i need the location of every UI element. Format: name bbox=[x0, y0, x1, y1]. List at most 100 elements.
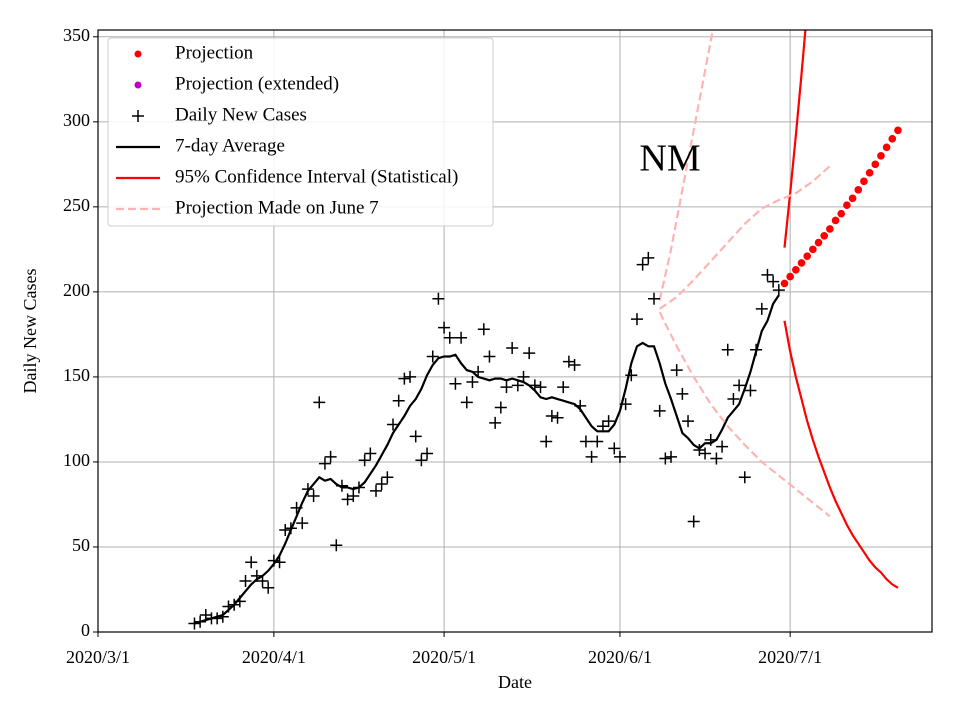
dot-marker bbox=[843, 201, 851, 209]
x-tick-label: 2020/3/1 bbox=[66, 647, 130, 667]
plus-marker bbox=[534, 381, 547, 394]
plus-marker bbox=[245, 556, 258, 569]
plus-marker bbox=[370, 484, 382, 497]
annotation: NM bbox=[639, 138, 700, 180]
plus-marker bbox=[290, 501, 303, 514]
plus-marker bbox=[358, 454, 371, 467]
plus-marker bbox=[506, 342, 519, 355]
plus-marker bbox=[404, 370, 417, 383]
plus-marker bbox=[432, 292, 445, 305]
plus-marker bbox=[772, 284, 785, 297]
plus-marker bbox=[523, 347, 536, 360]
dot-marker bbox=[797, 259, 806, 267]
plus-marker bbox=[313, 396, 326, 409]
y-tick-label: 150 bbox=[63, 365, 90, 385]
legend-marker bbox=[134, 81, 142, 89]
dot-marker bbox=[780, 279, 789, 288]
plus-marker bbox=[324, 450, 337, 463]
plus-marker bbox=[670, 364, 683, 377]
plus-marker bbox=[659, 452, 672, 465]
plus-marker bbox=[477, 323, 490, 336]
plus-marker bbox=[267, 554, 280, 567]
plus-marker bbox=[517, 370, 530, 383]
plus-marker bbox=[301, 483, 314, 496]
plus-marker bbox=[222, 600, 235, 613]
plus-marker bbox=[364, 447, 377, 460]
y-tick-label: 50 bbox=[72, 535, 90, 555]
plus-marker bbox=[438, 321, 451, 334]
plus-marker bbox=[330, 539, 343, 552]
legend-label: Projection Made on June 7 bbox=[175, 197, 379, 218]
dot-marker bbox=[848, 194, 857, 203]
dot-marker bbox=[882, 143, 891, 152]
plus-marker bbox=[409, 430, 422, 443]
dot-marker bbox=[831, 216, 840, 225]
dot-marker bbox=[854, 186, 863, 194]
plus-marker bbox=[483, 350, 496, 363]
legend-box bbox=[107, 37, 494, 227]
plus-marker bbox=[381, 471, 394, 484]
legend-label: Projection bbox=[175, 42, 254, 63]
legend-marker bbox=[134, 50, 142, 58]
legend: Projection Projection (extended) Daily New… bbox=[107, 37, 494, 227]
plus-marker bbox=[665, 450, 678, 463]
plus-marker bbox=[528, 379, 541, 392]
plus-marker bbox=[687, 515, 700, 528]
plus-marker bbox=[347, 489, 360, 502]
dot-marker bbox=[837, 209, 846, 218]
plus-marker bbox=[307, 489, 320, 502]
plus-marker bbox=[262, 581, 275, 594]
plus-marker bbox=[494, 401, 507, 414]
plus-marker bbox=[653, 404, 666, 417]
plus-marker bbox=[721, 343, 734, 356]
x-tick-label: 2020/5/1 bbox=[412, 647, 476, 667]
plus-marker bbox=[250, 569, 263, 582]
plus-marker bbox=[676, 387, 689, 400]
plus-marker bbox=[421, 447, 434, 460]
plus-marker bbox=[602, 415, 615, 428]
plus-marker bbox=[596, 420, 609, 433]
plus-marker bbox=[625, 369, 638, 382]
plus-marker bbox=[557, 381, 570, 394]
plus-marker bbox=[500, 381, 513, 394]
plus-marker bbox=[511, 379, 524, 392]
plus-marker bbox=[375, 478, 388, 491]
plot-frame bbox=[97, 29, 933, 633]
plus-marker bbox=[318, 457, 331, 470]
dot-marker bbox=[809, 245, 817, 254]
plus-marker bbox=[472, 365, 485, 378]
plus-marker bbox=[296, 517, 309, 530]
plus-marker bbox=[460, 396, 473, 409]
plus-marker bbox=[682, 415, 695, 428]
plus-marker bbox=[398, 372, 411, 385]
dot-marker bbox=[814, 238, 823, 247]
plus-marker bbox=[767, 275, 780, 288]
dot-marker bbox=[871, 160, 880, 169]
y-tick-label: 0 bbox=[81, 620, 90, 640]
plus-marker bbox=[704, 433, 717, 446]
plus-marker bbox=[755, 302, 768, 315]
legend-label: 95% Confidence Interval (Statistical) bbox=[175, 166, 458, 187]
plus-marker bbox=[239, 574, 252, 587]
dot-marker bbox=[888, 135, 897, 143]
y-tick-label: 100 bbox=[63, 450, 90, 470]
plus-marker bbox=[619, 398, 632, 411]
dot-marker bbox=[865, 169, 874, 177]
dot-marker bbox=[803, 252, 811, 260]
legend-label: Projection (extended) bbox=[175, 73, 339, 94]
plus-marker bbox=[574, 399, 587, 412]
line bbox=[658, 30, 714, 301]
plus-marker bbox=[744, 384, 757, 397]
plus-marker bbox=[545, 410, 558, 423]
plus-marker bbox=[335, 479, 348, 492]
plus-marker bbox=[568, 359, 581, 372]
dot-marker bbox=[826, 225, 834, 233]
x-tick-label: 2020/7/1 bbox=[758, 647, 822, 667]
plus-marker bbox=[608, 442, 621, 455]
line bbox=[783, 320, 899, 589]
plus-marker bbox=[761, 268, 774, 281]
plus-marker bbox=[426, 350, 439, 363]
x-axis-label: Date bbox=[498, 672, 532, 692]
legend-label: Daily New Cases bbox=[175, 104, 307, 125]
plus-marker bbox=[540, 435, 553, 448]
